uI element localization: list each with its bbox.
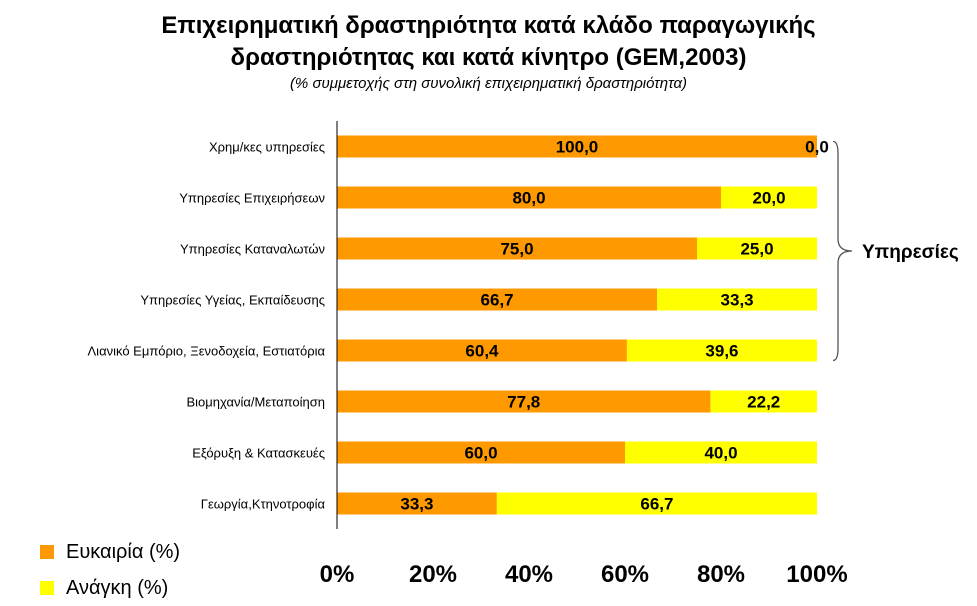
data-label-opportunity: 100,0: [556, 138, 599, 157]
legend-swatch-necessity: [40, 581, 54, 595]
data-label-opportunity: 77,8: [507, 393, 540, 412]
bar-opportunity: [337, 390, 711, 413]
data-label-necessity: 22,2: [747, 393, 780, 412]
bar-necessity: [721, 186, 817, 209]
bar-opportunity: [337, 237, 697, 260]
bar-opportunity: [337, 441, 625, 464]
bar-necessity: [657, 288, 817, 311]
x-tick-label: 60%: [601, 561, 649, 588]
bar-opportunity: [337, 492, 497, 515]
data-label-necessity: 20,0: [752, 189, 785, 208]
category-label: Υπηρεσίες Υγείας, Εκπαίδευσης: [140, 293, 325, 308]
x-tick-label: 80%: [697, 561, 745, 588]
chart-title-line-1: Επιχειρηματική δραστηριότητα κατά κλάδο …: [161, 12, 816, 39]
category-label: Χρημ/κες υπηρεσίες: [209, 140, 325, 155]
data-label-necessity: 40,0: [704, 444, 737, 463]
data-label-necessity: 39,6: [705, 342, 738, 361]
chart-title-line-2: δραστηριότητας και κατά κίνητρο (GEM,200…: [230, 44, 747, 71]
services-annotation-label: Υπηρεσίες: [862, 242, 959, 263]
data-label-opportunity: 60,4: [465, 342, 499, 361]
data-label-opportunity: 66,7: [481, 291, 514, 310]
x-tick-label: 20%: [409, 561, 457, 588]
data-label-necessity: 66,7: [640, 495, 673, 514]
bar-opportunity: [337, 288, 658, 311]
legend-item-opportunity: Ευκαιρία (%): [40, 534, 180, 570]
x-tick-label: 0%: [320, 561, 355, 588]
bar-necessity: [697, 237, 817, 260]
chart-subtitle: (% συμμετοχής στη συνολική επιχειρηματικ…: [289, 75, 688, 92]
data-label-opportunity: 75,0: [500, 240, 533, 259]
bar-opportunity: [337, 339, 627, 362]
data-label-opportunity: 80,0: [512, 189, 545, 208]
legend-label-necessity: Ανάγκη (%): [66, 576, 169, 599]
bar-opportunity: [337, 135, 817, 158]
category-label: Λιανικό Εμπόριο, Ξενοδοχεία, Εστιατόρια: [88, 344, 326, 359]
bar-necessity: [626, 339, 817, 362]
legend-item-necessity: Ανάγκη (%): [40, 570, 180, 606]
bar-opportunity: [337, 186, 721, 209]
data-label-necessity: 0,0: [805, 138, 829, 157]
data-label-necessity: 33,3: [721, 291, 754, 310]
data-label-necessity: 25,0: [740, 240, 773, 259]
category-label: Εξόρυξη & Κατασκευές: [192, 446, 325, 461]
category-label: Γεωργία,Κτηνοτροφία: [201, 497, 326, 512]
bar-necessity: [625, 441, 817, 464]
legend-label-opportunity: Ευκαιρία (%): [66, 540, 181, 563]
bar-necessity: [710, 390, 817, 413]
chart-title-block: Επιχειρηματική δραστηριότητα κατά κλάδο …: [0, 10, 977, 94]
category-label: Υπηρεσίες Επιχειρήσεων: [179, 191, 325, 206]
category-label: Βιομηχανία/Μεταποίηση: [187, 395, 326, 410]
legend-swatch-opportunity: [40, 545, 54, 559]
legend: Ευκαιρία (%) Ανάγκη (%): [40, 534, 180, 606]
x-tick-label: 40%: [505, 561, 553, 588]
data-label-opportunity: 60,0: [464, 444, 497, 463]
category-label: Υπηρεσίες Καταναλωτών: [180, 242, 325, 257]
services-brace: [832, 140, 853, 362]
x-tick-label: 100%: [786, 561, 847, 588]
bar-necessity: [496, 492, 817, 515]
data-label-opportunity: 33,3: [400, 495, 433, 514]
